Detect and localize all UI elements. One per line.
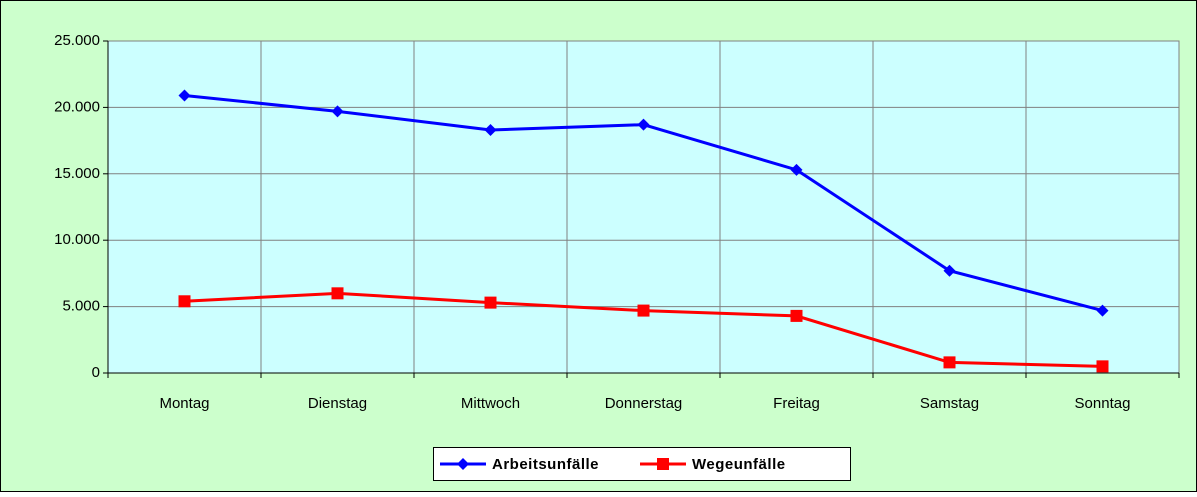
marker (790, 309, 803, 322)
marker (484, 123, 497, 136)
x-tick-label: Freitag (773, 395, 820, 412)
marker (457, 458, 469, 470)
legend-label: Arbeitsunfälle (492, 456, 599, 473)
marker (1096, 304, 1109, 317)
plot-area (107, 40, 1180, 374)
x-tick-label: Sonntag (1075, 395, 1131, 412)
legend-label: Wegeunfälle (692, 456, 786, 473)
marker (331, 105, 344, 118)
marker (331, 287, 344, 300)
marker (637, 304, 650, 317)
marker (790, 163, 803, 176)
y-tick-label: 10.000 (54, 231, 100, 248)
marker (657, 458, 669, 470)
y-tick-label: 0 (92, 364, 100, 381)
x-tick-label: Samstag (920, 395, 979, 412)
marker (178, 89, 191, 102)
y-tick-label: 15.000 (54, 165, 100, 182)
y-tick-label: 25.000 (54, 32, 100, 49)
x-tick-label: Donnerstag (605, 395, 683, 412)
y-tick-label: 5.000 (62, 298, 100, 315)
marker (484, 296, 497, 309)
marker (943, 356, 956, 369)
marker (178, 295, 191, 308)
marker (637, 118, 650, 131)
y-tick-label: 20.000 (54, 98, 100, 115)
marker (1096, 360, 1109, 373)
x-tick-label: Mittwoch (461, 395, 520, 412)
marker (943, 264, 956, 277)
x-tick-label: Dienstag (308, 395, 367, 412)
x-tick-label: Montag (159, 395, 209, 412)
